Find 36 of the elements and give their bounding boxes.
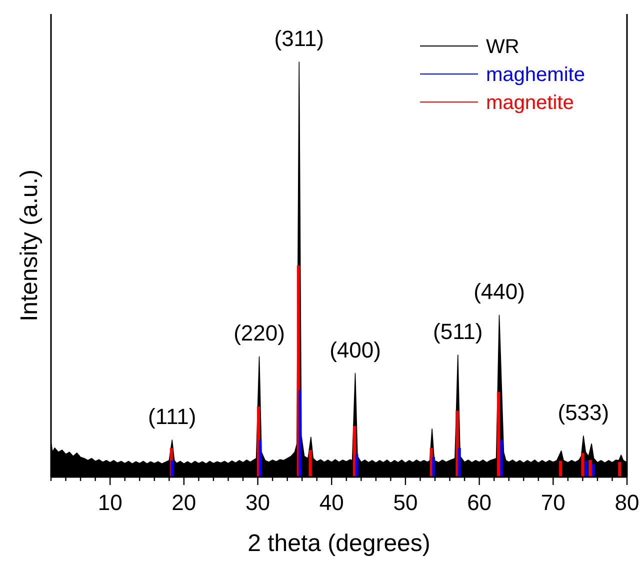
bar: [258, 440, 262, 477]
legend-label: maghemite: [486, 64, 585, 86]
x-tick-label: 50: [393, 490, 418, 515]
x-tick-label: 30: [246, 490, 270, 515]
annotation: (400): [330, 337, 381, 362]
annotation: (220): [234, 320, 285, 346]
legend-label: magnetite: [486, 92, 574, 114]
bar: [497, 392, 500, 477]
annotation: (111): [148, 404, 196, 430]
legend-label: WR: [486, 36, 520, 58]
bar: [456, 410, 459, 477]
x-tick-label: 70: [540, 490, 566, 515]
x-tick-label: 60: [467, 490, 492, 515]
bar: [308, 450, 312, 477]
x-tick-label: 20: [172, 490, 196, 515]
x-tick-label: 40: [319, 490, 344, 515]
bar: [458, 448, 461, 477]
bar: [298, 390, 302, 477]
bar: [592, 464, 595, 477]
bar: [559, 460, 562, 477]
annotation: (440): [474, 279, 525, 304]
bar: [584, 460, 588, 477]
x-tick-label: 10: [98, 490, 122, 515]
bar: [500, 440, 503, 477]
bar: [581, 452, 584, 477]
annotation: (533): [558, 400, 610, 425]
bar: [355, 454, 358, 477]
y-axis-title: Intensity (a.u.): [16, 169, 43, 322]
x-axis-title: 2 theta (degrees): [248, 530, 430, 557]
bar: [588, 460, 592, 477]
x-tick-label: 80: [614, 490, 640, 515]
bar: [618, 462, 622, 477]
annotation: (311): [274, 26, 324, 51]
bar: [170, 460, 174, 477]
annotation: (511): [433, 318, 483, 344]
bar: [432, 457, 436, 477]
